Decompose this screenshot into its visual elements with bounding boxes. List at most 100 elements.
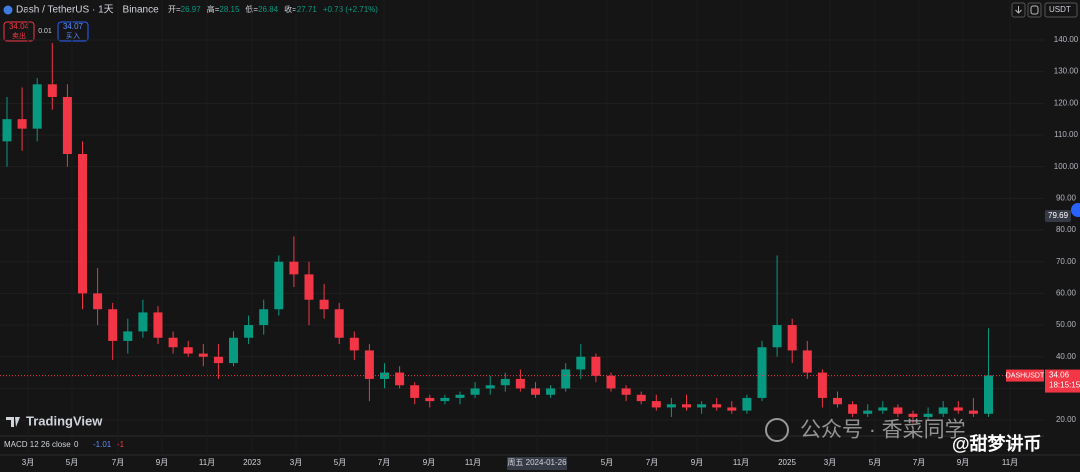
sell-button[interactable] [3,21,35,42]
candle-body [123,331,133,341]
ohlc-part: 高= [207,4,220,14]
candle-body [440,397,450,402]
candle-body [666,404,676,408]
x-tick-label: 11月 [733,458,749,467]
countdown: 18:15:15 [1049,381,1080,390]
candle-body [259,309,269,326]
candle-body [364,350,374,379]
y-tick-label: 130.00 [1054,67,1079,76]
candle-body [833,397,842,405]
x-tick-label: 5月 [334,458,346,467]
candle-body [531,388,540,395]
header: Dash / TetherUS · 1天 · Binance 开=26.97 高=… [3,2,1078,42]
candle-body [168,337,178,348]
y-tick-label: 120.00 [1054,98,1079,107]
candle-body [2,119,12,142]
x-tick-label: 5月 [869,458,881,467]
candle-body [772,325,782,348]
x-tick-label: 9月 [423,458,435,467]
candle-body [953,407,963,411]
watermark-logo [6,417,20,427]
candle-body [938,407,948,414]
candle-body [515,378,525,389]
alert-icon [1071,203,1080,217]
down-button[interactable] [1011,2,1026,18]
candle-body [229,337,238,364]
ohlc-part: 26.97 [181,5,202,14]
candle-body [848,404,858,414]
y-tick-label: 20.00 [1056,415,1077,424]
last-price: 34.06 [1049,371,1070,380]
ohlc-part: 收= [284,4,297,14]
crosshair-date-bg [507,457,567,470]
buy-button[interactable] [57,21,89,42]
candle-body [727,407,737,411]
y-tick-label: 50.00 [1056,320,1077,329]
candle-body [712,404,722,408]
alert-price: 79.69 [1048,211,1069,220]
refresh-icon [1030,5,1039,15]
candle-body [500,378,510,386]
candle-body [878,407,888,411]
macd-signal: -1.01 [93,440,112,449]
candle-body [802,350,812,373]
symbol: Dash / TetherUS · 1天 · Binance [16,5,159,16]
candle-body [93,293,103,310]
candle-body [923,413,933,417]
candle-body [213,356,223,364]
x-tick-label: 7月 [378,458,390,467]
x-tick-label: 3月 [824,458,836,467]
candle-body [817,372,827,398]
y-tick-label: 110.00 [1054,130,1078,139]
candle-body [153,312,163,338]
x-tick-label: 11月 [465,458,481,467]
ohlc-part: 26.84 [258,5,279,14]
candle-body [591,356,601,376]
candle-body [138,312,148,332]
y-tick-label: 80.00 [1056,225,1077,234]
buy-label: 买入 [66,32,80,40]
currency-button[interactable] [1044,2,1078,18]
refresh-button[interactable] [1027,2,1042,18]
candle-body [289,261,299,275]
candle-body [304,274,314,300]
candle-body [17,119,27,129]
ohlc-part: 28.15 [219,5,240,14]
x-tick-label: 9月 [957,458,969,467]
y-tick-label: 90.00 [1056,193,1077,202]
candle-body [47,84,57,97]
macd-histogram: -1 [117,440,125,449]
ohlc-part: 27.71 [297,5,318,14]
ohlc-part: +0.73 (+2.71%) [323,5,378,14]
candle-body [621,388,631,395]
candle-body [108,309,118,341]
ohlc: 开=26.97高=28.15低=26.84收=27.71+0.73 (+2.71… [168,4,378,14]
candle-body [968,410,978,414]
candle-body [651,401,661,408]
candle-body [198,353,208,357]
x-tick-label: 7月 [913,458,925,467]
sell-label: 卖出 [12,31,26,40]
x-tick-label: 3月 [290,458,302,467]
x-tick-label: 11月 [199,458,215,467]
macd-label: MACD 12 26 close [4,440,71,449]
price-tag [1045,369,1080,393]
candle-body [455,394,465,398]
candle-body [244,325,254,338]
ticker-tag [1006,369,1044,382]
ticker: DASHUSDT [1006,372,1045,379]
x-tick-label: 2025 [778,458,796,467]
candle-body [606,375,616,389]
spread: 0.01 [38,28,52,35]
watermark: TradingView [26,413,103,428]
alert-tag [1045,210,1071,222]
x-tick-label: 11月 [1002,458,1018,467]
candle-body [576,356,586,370]
candle-body [636,394,646,402]
candle-body [893,407,903,414]
candle-body [697,404,707,408]
x-tick-label: 7月 [646,458,658,467]
symbol-icon [3,5,13,15]
macd-value: 0 [74,440,79,449]
